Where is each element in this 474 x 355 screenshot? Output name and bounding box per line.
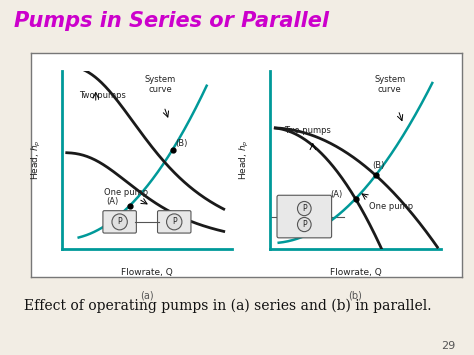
Text: P: P bbox=[302, 220, 307, 229]
Text: (b): (b) bbox=[348, 290, 363, 300]
Circle shape bbox=[112, 214, 128, 230]
Text: Head, $h_p$: Head, $h_p$ bbox=[238, 140, 251, 180]
Circle shape bbox=[298, 217, 311, 231]
Text: Flowrate, Q: Flowrate, Q bbox=[329, 268, 382, 277]
Text: System
curve: System curve bbox=[374, 75, 405, 94]
Circle shape bbox=[166, 214, 182, 230]
Circle shape bbox=[298, 202, 311, 215]
Text: 29: 29 bbox=[441, 342, 455, 351]
Text: Flowrate, Q: Flowrate, Q bbox=[121, 268, 173, 277]
FancyBboxPatch shape bbox=[277, 195, 332, 238]
FancyBboxPatch shape bbox=[157, 211, 191, 233]
Text: P: P bbox=[172, 217, 176, 226]
FancyBboxPatch shape bbox=[103, 211, 137, 233]
Text: (a): (a) bbox=[140, 290, 154, 300]
Text: P: P bbox=[118, 217, 122, 226]
Text: (B): (B) bbox=[175, 139, 188, 148]
Text: (A): (A) bbox=[106, 197, 118, 206]
Text: Two pumps: Two pumps bbox=[79, 91, 126, 100]
Text: One pump: One pump bbox=[104, 188, 148, 197]
Text: (A): (A) bbox=[330, 190, 342, 199]
Text: System
curve: System curve bbox=[145, 75, 176, 94]
Text: Head, $h_p$: Head, $h_p$ bbox=[29, 140, 43, 180]
Text: Pumps in Series or Parallel: Pumps in Series or Parallel bbox=[14, 11, 329, 31]
Text: (B): (B) bbox=[372, 161, 384, 170]
Text: Two pumps: Two pumps bbox=[284, 126, 331, 135]
Text: Effect of operating pumps in (a) series and (b) in parallel.: Effect of operating pumps in (a) series … bbox=[24, 298, 431, 313]
Text: P: P bbox=[302, 204, 307, 213]
Text: One pump: One pump bbox=[369, 202, 413, 212]
